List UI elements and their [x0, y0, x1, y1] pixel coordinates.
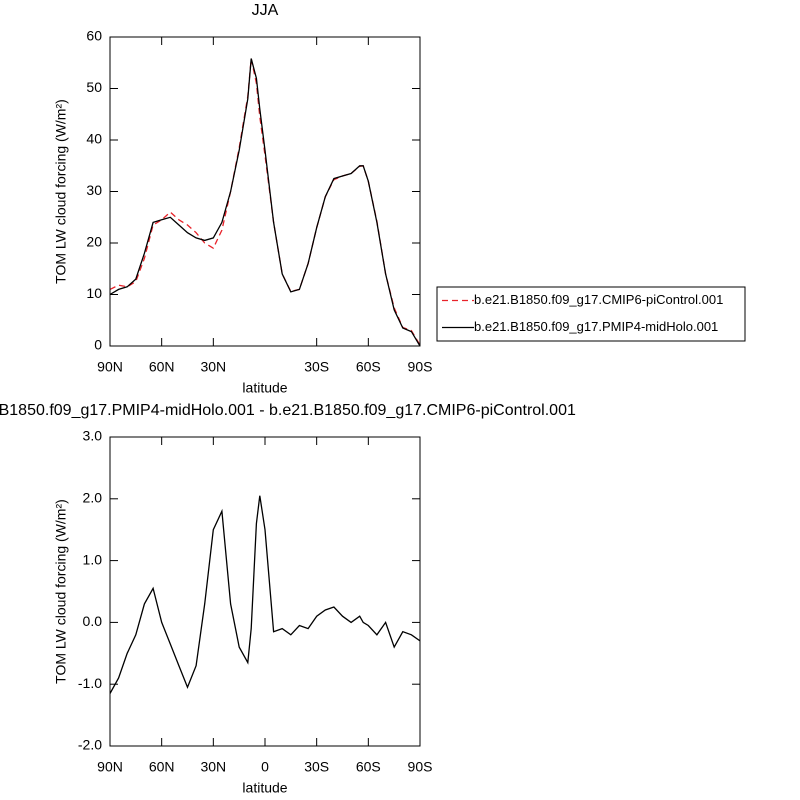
x-tick-label: 90S: [408, 359, 433, 375]
y-tick-label: 0.0: [83, 613, 103, 629]
x-tick-label: 60N: [149, 359, 175, 375]
y-tick-label: 60: [86, 28, 102, 44]
plot-frame: [109, 36, 421, 347]
chart-title: JJA: [252, 2, 279, 19]
data-line: [109, 58, 421, 346]
x-axis-label: latitude: [242, 780, 287, 796]
y-tick-label: 20: [86, 234, 102, 250]
y-tick-label: 0: [94, 337, 102, 353]
y-tick-label: 40: [86, 131, 102, 147]
chart-title: b.e21.B1850.f09_g17.PMIP4-midHolo.001 - …: [0, 402, 576, 419]
y-tick-label: 3.0: [83, 428, 103, 444]
x-tick-label: 60N: [149, 759, 175, 775]
x-tick-label: 30S: [304, 359, 329, 375]
legend-label: b.e21.B1850.f09_g17.PMIP4-midHolo.001: [474, 319, 718, 334]
data-line: [109, 58, 421, 347]
y-tick-label: 50: [86, 79, 102, 95]
y-axis-label: TOM LW cloud forcing (W/m²): [53, 99, 69, 284]
x-tick-label: 60S: [356, 759, 381, 775]
legend-label: b.e21.B1850.f09_g17.CMIP6-piControl.001: [474, 292, 723, 307]
x-tick-label: 90N: [97, 359, 123, 375]
y-tick-label: -2.0: [78, 737, 102, 753]
y-tick-label: 2.0: [83, 490, 103, 506]
y-axis-label: TOM LW cloud forcing (W/m²): [53, 499, 69, 684]
x-tick-label: 30S: [304, 759, 329, 775]
y-tick-label: -1.0: [78, 675, 102, 691]
y-tick-label: 30: [86, 182, 102, 198]
y-tick-label: 1.0: [83, 551, 103, 567]
legend-box: [436, 286, 746, 342]
x-tick-label: 30N: [200, 759, 226, 775]
x-tick-label: 90S: [408, 759, 433, 775]
x-tick-label: 90N: [97, 759, 123, 775]
x-tick-label: 0: [261, 759, 269, 775]
x-axis-label: latitude: [242, 380, 287, 396]
y-tick-label: 10: [86, 285, 102, 301]
data-line: [109, 495, 421, 694]
x-tick-label: 60S: [356, 359, 381, 375]
x-tick-label: 30N: [200, 359, 226, 375]
plot-frame: [109, 436, 421, 747]
